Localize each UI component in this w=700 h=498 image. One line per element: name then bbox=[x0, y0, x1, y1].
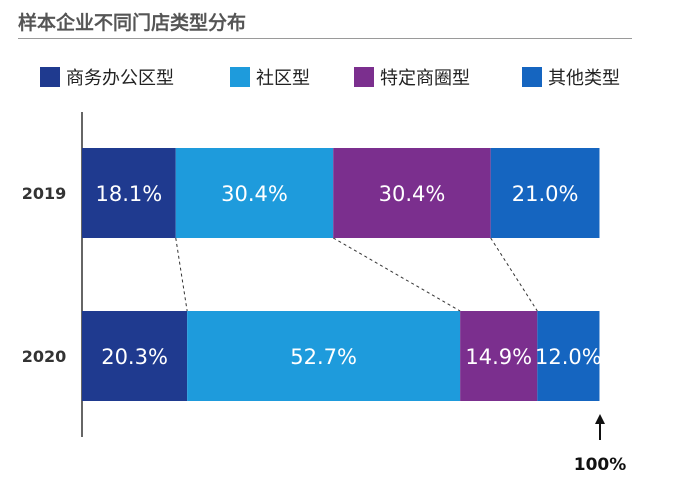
bar-segment bbox=[82, 311, 188, 401]
legend-swatch bbox=[40, 67, 60, 87]
bar-segment bbox=[187, 311, 461, 401]
data-label: 18.1% bbox=[96, 182, 163, 206]
end-arrow-head bbox=[595, 414, 605, 424]
legend-label: 社区型 bbox=[256, 68, 310, 89]
data-label: 52.7% bbox=[290, 345, 357, 369]
legend-item-business-office: 商务办公区型 bbox=[40, 62, 174, 92]
category-label: 2020 bbox=[22, 347, 67, 366]
title-divider bbox=[18, 38, 632, 39]
data-label: 14.9% bbox=[465, 345, 532, 369]
legend-swatch bbox=[230, 67, 250, 87]
data-label: 21.0% bbox=[512, 182, 579, 206]
legend-label: 特定商圈型 bbox=[380, 68, 470, 89]
chart-title: 样本企业不同门店类型分布 bbox=[18, 12, 247, 34]
legend-swatch bbox=[522, 67, 542, 87]
data-label: 12.0% bbox=[535, 345, 602, 369]
bar-segment bbox=[82, 148, 176, 238]
data-label: 30.4% bbox=[379, 182, 446, 206]
connector-line bbox=[175, 237, 188, 312]
end-marker-label: 100% bbox=[574, 455, 627, 475]
legend: 商务办公区型 社区型 特定商圈型 其他类型 bbox=[40, 62, 660, 92]
connector-line bbox=[490, 237, 538, 312]
bar-segment bbox=[460, 311, 538, 401]
category-label: 2019 bbox=[22, 184, 67, 203]
legend-item-other: 其他类型 bbox=[522, 62, 620, 92]
legend-swatch bbox=[354, 67, 374, 87]
connector-line bbox=[332, 237, 461, 312]
legend-item-specific-district: 特定商圈型 bbox=[354, 62, 470, 92]
bar-segment bbox=[175, 148, 334, 238]
bar-segment bbox=[333, 148, 491, 238]
legend-label: 商务办公区型 bbox=[66, 68, 174, 89]
data-label: 30.4% bbox=[221, 182, 288, 206]
data-label: 20.3% bbox=[101, 345, 168, 369]
bar-segment bbox=[537, 311, 600, 401]
legend-item-community: 社区型 bbox=[230, 62, 310, 92]
bar-segment bbox=[490, 148, 600, 238]
legend-label: 其他类型 bbox=[548, 68, 620, 89]
